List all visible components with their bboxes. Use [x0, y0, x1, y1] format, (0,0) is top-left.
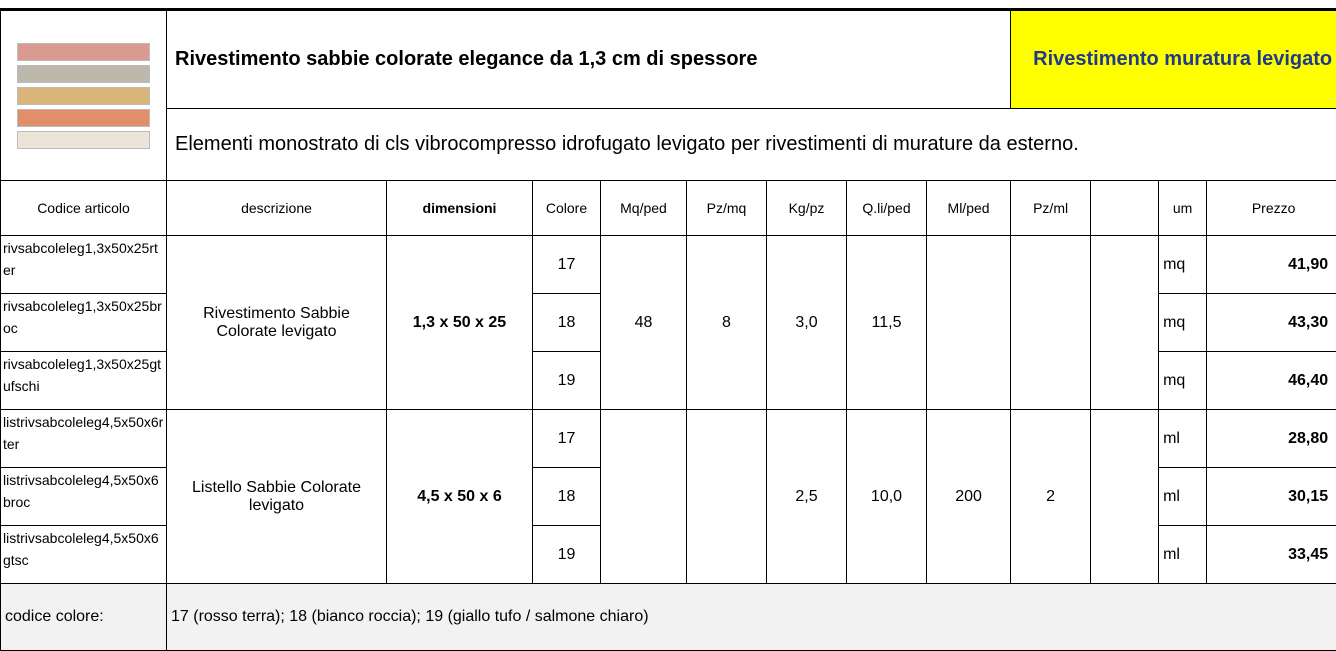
column-header: Pz/ml: [1011, 181, 1091, 236]
color-code: 19: [533, 526, 601, 584]
spec: 10,0: [847, 410, 927, 584]
description: Rivestimento Sabbie Colorate levigato: [167, 236, 387, 410]
price: 30,15: [1207, 468, 1336, 526]
spec: 3,0: [767, 236, 847, 410]
footer-text: 17 (rosso terra); 18 (bianco roccia); 19…: [167, 584, 1336, 651]
color-code: 19: [533, 352, 601, 410]
price: 28,80: [1207, 410, 1336, 468]
color-code: 18: [533, 294, 601, 352]
code: listrivsabcoleleg4,5x50x6rter: [1, 410, 167, 468]
subtitle: Elementi monostrato di cls vibrocompress…: [167, 109, 1336, 181]
column-header: um: [1159, 181, 1207, 236]
tag: Rivestimento muratura levigato: [1011, 10, 1336, 109]
price-table: Rivestimento sabbie colorate elegance da…: [0, 8, 1336, 651]
column-header: Ml/ped: [927, 181, 1011, 236]
unit: ml: [1159, 468, 1207, 526]
spec: 200: [927, 410, 1011, 584]
column-header: dimensioni: [387, 181, 533, 236]
spec: 8: [687, 236, 767, 410]
code: rivsabcoleleg1,3x50x25rter: [1, 236, 167, 294]
color-code: 17: [533, 410, 601, 468]
unit: mq: [1159, 236, 1207, 294]
code: listrivsabcoleleg4,5x50x6broc: [1, 468, 167, 526]
column-header: descrizione: [167, 181, 387, 236]
column-header: Prezzo: [1207, 181, 1336, 236]
empty: [1091, 410, 1159, 584]
unit: mq: [1159, 294, 1207, 352]
spec: 11,5: [847, 236, 927, 410]
unit: ml: [1159, 410, 1207, 468]
column-header: [1091, 181, 1159, 236]
footer: codice colore:17 (rosso terra); 18 (bian…: [1, 584, 1336, 651]
code: rivsabcoleleg1,3x50x25broc: [1, 294, 167, 352]
color-code: 18: [533, 468, 601, 526]
footer-label: codice colore:: [1, 584, 167, 651]
price: 33,45: [1207, 526, 1336, 584]
spec: [687, 410, 767, 584]
spec: 2: [1011, 410, 1091, 584]
title: Rivestimento sabbie colorate elegance da…: [167, 10, 1011, 109]
code: listrivsabcoleleg4,5x50x6gtsc: [1, 526, 167, 584]
column-header: Kg/pz: [767, 181, 847, 236]
dimensions: 4,5 x 50 x 6: [387, 410, 533, 584]
spec: 2,5: [767, 410, 847, 584]
column-header: Colore: [533, 181, 601, 236]
unit: ml: [1159, 526, 1207, 584]
empty: [1091, 236, 1159, 410]
column-header: Pz/mq: [687, 181, 767, 236]
description: Listello Sabbie Colorate levigato: [167, 410, 387, 584]
spec: 48: [601, 236, 687, 410]
swatches: [1, 10, 167, 181]
spec: [1011, 236, 1091, 410]
column-header: Q.li/ped: [847, 181, 927, 236]
price: 43,30: [1207, 294, 1336, 352]
dimensions: 1,3 x 50 x 25: [387, 236, 533, 410]
price: 41,90: [1207, 236, 1336, 294]
column-header: Codice articolo: [1, 181, 167, 236]
unit: mq: [1159, 352, 1207, 410]
spec: [927, 236, 1011, 410]
color-code: 17: [533, 236, 601, 294]
code: rivsabcoleleg1,3x50x25gtufschi: [1, 352, 167, 410]
price: 46,40: [1207, 352, 1336, 410]
spec: [601, 410, 687, 584]
column-header: Mq/ped: [601, 181, 687, 236]
